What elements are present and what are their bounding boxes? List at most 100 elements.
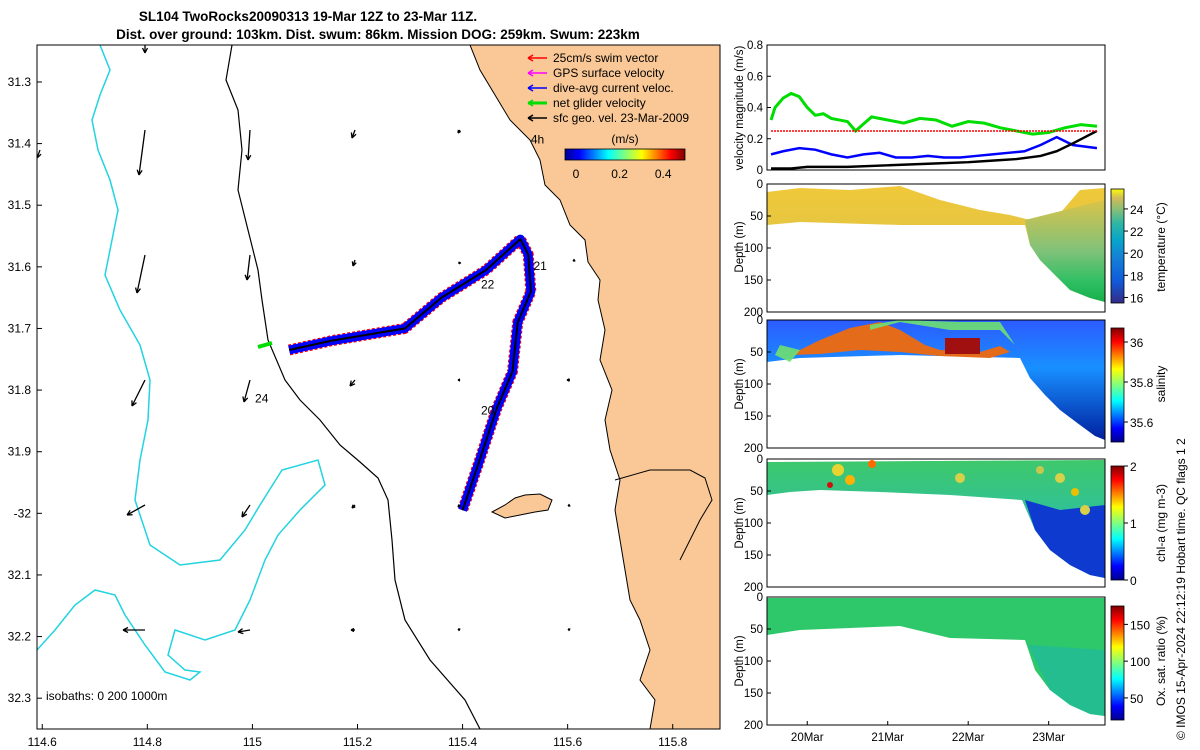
temperature-panel: 0 50 100 150 200 16 18 20 22 24 Depth (m) tempera… [734,179,1168,319]
depth-tick-label: 50 [750,624,763,636]
depth-tick-label: 100 [744,518,763,530]
velocity-series-line [770,135,1098,159]
time-tick-label: 22Mar [952,732,985,744]
chla-section [767,460,1105,578]
map-frame [36,44,721,730]
isobath-0m [614,469,713,561]
map-xtick-label: 115.4 [448,735,477,749]
sfc-geo-arrow [567,503,571,507]
velocity-series-line [769,91,1098,136]
colorbar-tick-label: 150 [1130,618,1150,632]
chla-ylabel: Depth (m) [734,497,746,548]
salinity-colorbar [1110,327,1125,443]
sfc-geo-arrow [351,259,357,267]
velocity-ytick-label: 0.4 [747,103,764,115]
time-axis-ticks: 20Mar 21Mar 22Mar 23Mar [791,721,1065,744]
depth-tick-label: 100 [744,243,763,255]
chla-cbar-label: chl-a (mg m-3) [1154,484,1168,562]
map-xtick-label: 114.8 [133,735,162,749]
velocity-ytick-label: 0.2 [747,134,763,146]
depth-tick-label: 150 [744,688,763,700]
map-ytick-label: 31.3 [8,75,32,89]
salinity-panel: 0 50 100 150 200 35.6 35.8 36 Depth (m) salinit… [734,315,1168,455]
oxygen-ticks: 0 50 100 150 200 50 100 150 [744,592,1151,732]
salinity-high-core [790,322,1010,358]
track-annotation: 24 [255,391,269,405]
chla-deep-low [1025,500,1105,578]
sfc-geo-arrow [457,628,461,632]
salinity-ticks: 0 50 100 150 200 35.6 35.8 36 [744,315,1154,455]
sfc-geo-arrow [131,379,146,407]
legend-label: dive-avg current veloc. [553,81,674,95]
velocity-ytick-label: 0.8 [747,40,763,52]
title-line-2: Dist. over ground: 103km. Dist. swum: 86… [116,27,640,42]
map-colorbar-ticks: 0 0.2 0.4 [573,167,672,181]
temperature-colorbar [1110,188,1125,304]
map-xtick-label: 114.6 [28,735,57,749]
colorbar-tick-label: 36 [1130,336,1144,350]
depth-tick-label: 50 [750,486,763,498]
velocity-panel: 0 0.2 0.4 0.6 0.8 velocity magnitude (m/s) [734,40,1106,177]
depth-tick-label: 0 [757,592,763,604]
oxygen-cbar-label: Ox. sat. ratio (%) [1154,616,1168,706]
sfc-geo-arrow [567,628,571,632]
legend-label: net glider velocity [553,96,646,110]
oxygen-deep [1028,645,1105,716]
sfc-geo-arrow [237,628,251,635]
map-ytick-label: 32.3 [8,691,32,705]
colorbar-tick-label: 2 [1130,460,1137,474]
temperature-ylabel: Depth (m) [734,221,746,272]
imos-side-text: © IMOS 15-Apr-2024 22:12:19 Hobart time.… [1174,438,1188,740]
sfc-geo-arrow [572,258,576,262]
legend-arrowhead [527,114,534,122]
depth-tick-label: 0 [757,179,763,191]
colorbar-tick-label: 100 [1130,655,1150,669]
depth-tick-label: 0 [757,454,763,466]
velocity-ticks: 0 0.2 0.4 0.6 0.8 [747,40,771,177]
legend-label: 25cm/s swim vector [553,51,658,65]
legend-label: sfc geo. vel. 23-Mar-2009 [553,111,689,125]
chla-panel: 0 50 100 150 200 0 1 2 Depth (m) chl-a (mg m-3) [734,454,1168,594]
legend-arrowhead [527,84,534,92]
map-xtick-label: 115.8 [658,735,687,749]
track-annotation: 20 [481,404,495,418]
colorbar-tick-label: 1 [1130,517,1137,531]
sfc-geo-arrow [245,129,252,161]
sfc-geo-arrow [457,129,462,134]
salinity-ylabel: Depth (m) [734,358,746,409]
sfc-geo-velocity-arrows [37,45,576,635]
oxygen-panel: 0 50 100 150 200 50 100 150 Depth (m) Ox. sat. … [734,592,1168,732]
depth-tick-label: 0 [757,315,763,327]
map-ytick-label: 31.4 [8,137,32,151]
velocity-ytick-label: 0.6 [747,71,763,83]
sfc-geo-arrow [350,129,357,139]
map-ytick-label: 31.6 [8,260,32,274]
depth-tick-label: 50 [750,211,763,223]
title-line-1: SL104 TwoRocks20090313 19-Mar 12Z to 23-… [139,9,477,24]
colorbar-unit: (m/s) [611,132,638,146]
depth-tick-label: 200 [744,582,763,594]
map-ytick-label: 31.5 [8,198,32,212]
map-xtick-label: 115 [243,735,262,749]
salinity-mid-band [775,320,1015,362]
track-annotation: 22 [481,277,495,291]
track-annotation: 21 [533,259,547,273]
map-ytick-label: 32.2 [8,630,32,644]
sfc-geo-arrow [126,504,146,516]
map-colorbar-tick-label: 0.2 [611,167,628,181]
sfc-geo-arrow [350,627,355,633]
depth-tick-label: 150 [744,275,763,287]
legend-arrowhead [527,54,534,62]
map-ytick-label: 31.7 [8,321,32,335]
salinity-cbar-label: salinity [1154,366,1168,403]
oxygen-ylabel: Depth (m) [734,635,746,686]
map-ytick-label: 31.8 [8,383,32,397]
time-tick-label: 21Mar [871,732,904,744]
chla-patches [827,460,1090,515]
net-glider-velocity-arrow [257,341,273,349]
sfc-geo-arrow [351,504,356,509]
colorbar-tick-label: 0 [1130,574,1137,588]
sfc-geo-arrow [457,504,461,508]
sfc-geo-arrow [134,254,146,294]
